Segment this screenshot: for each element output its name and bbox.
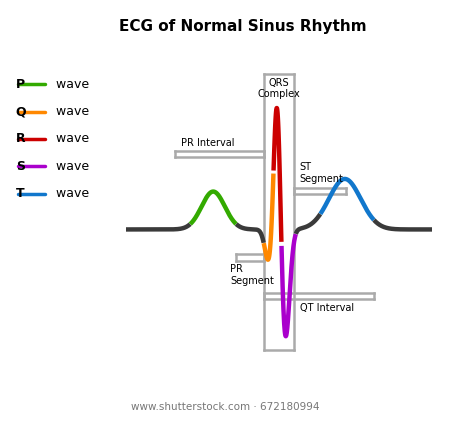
Text: wave: wave (52, 133, 89, 145)
Text: QT Interval: QT Interval (301, 303, 355, 313)
Text: wave: wave (52, 160, 89, 173)
Text: T: T (16, 187, 24, 200)
Text: ST
Segment: ST Segment (300, 163, 344, 184)
Text: R: R (16, 133, 25, 145)
Text: wave: wave (52, 78, 89, 91)
Text: QRS
Complex: QRS Complex (257, 78, 300, 99)
Text: PR Interval: PR Interval (181, 138, 234, 148)
Text: S: S (16, 160, 25, 173)
Text: ECG of Normal Sinus Rhythm: ECG of Normal Sinus Rhythm (119, 19, 367, 34)
Text: P: P (16, 78, 25, 91)
Text: wave: wave (52, 187, 89, 200)
Text: PR
Segment: PR Segment (230, 264, 274, 286)
Text: wave: wave (52, 105, 89, 118)
Text: Q: Q (16, 105, 27, 118)
Text: www.shutterstock.com · 672180994: www.shutterstock.com · 672180994 (131, 402, 319, 412)
